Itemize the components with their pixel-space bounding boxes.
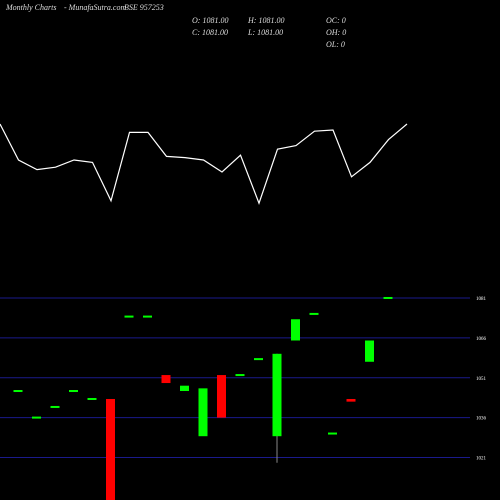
- chart-title: Monthly Charts: [5, 3, 56, 12]
- annotation: OL: 0: [326, 40, 345, 49]
- y-tick-label: 1051: [476, 377, 487, 382]
- candle-body: [180, 385, 189, 392]
- y-tick-label: 1081: [476, 297, 487, 302]
- annotation: C: 1081.00: [192, 28, 228, 37]
- candle-body: [272, 353, 282, 437]
- candle-body: [198, 388, 208, 437]
- candle-body: [291, 319, 300, 341]
- candle-body: [365, 340, 374, 362]
- y-tick-label: 1036: [476, 417, 487, 422]
- candle-body: [50, 405, 60, 408]
- candle-body: [328, 432, 337, 435]
- candle-body: [161, 375, 171, 384]
- candle-body: [13, 390, 23, 393]
- y-tick-label: 1021: [476, 457, 487, 462]
- annotation: OH: 0: [326, 28, 346, 37]
- candle-body: [106, 398, 115, 500]
- annotation: O: 1081.00: [192, 16, 228, 25]
- line: [0, 123, 408, 205]
- candle-body: [346, 398, 356, 402]
- candle-body: [217, 375, 226, 418]
- candle-body: [254, 358, 263, 361]
- candle-body: [309, 312, 319, 315]
- annotation: OC: 0: [326, 16, 346, 25]
- annotation: H: 1081.00: [247, 16, 284, 25]
- candle-body: [143, 315, 152, 318]
- annotation: L: 1081.00: [247, 28, 283, 37]
- candle-body: [32, 416, 41, 419]
- y-tick-label: 1066: [476, 337, 487, 342]
- candle-body: [69, 390, 78, 393]
- candle-body: [87, 397, 97, 400]
- symbol: BSE 957253: [124, 3, 164, 12]
- candle-body: [124, 315, 134, 318]
- chart-subtitle: - MunafaSutra.com: [64, 3, 126, 12]
- candle-body: [235, 374, 245, 377]
- candle-body: [383, 296, 393, 299]
